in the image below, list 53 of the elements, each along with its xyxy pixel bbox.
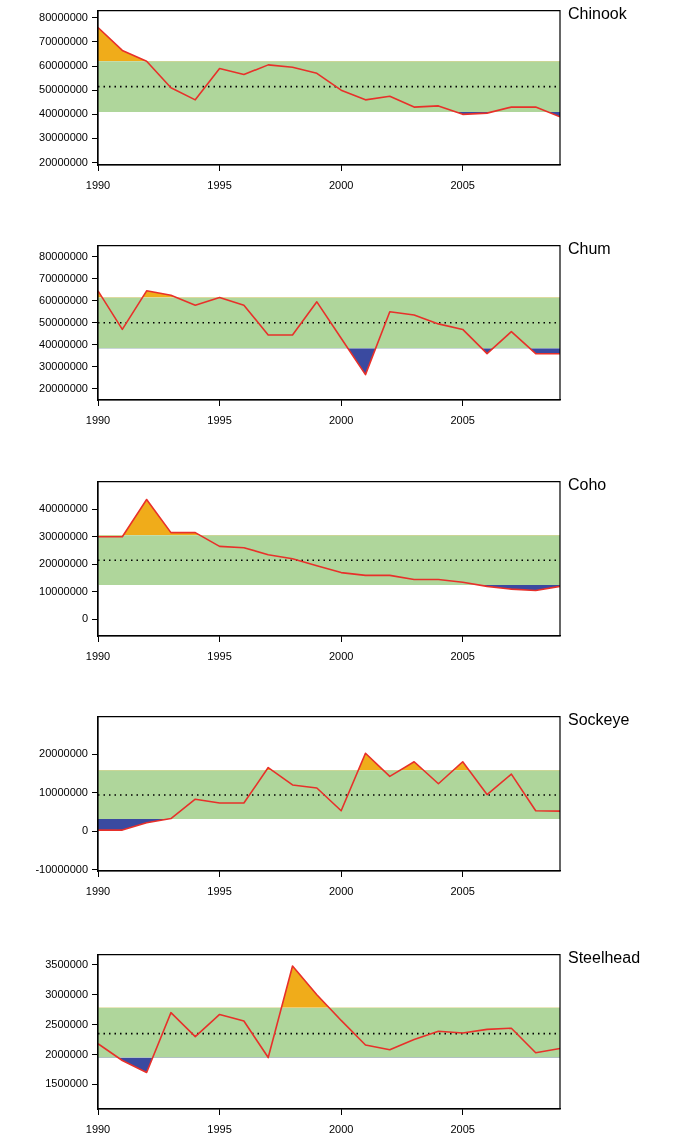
- x-tick-label: 2000: [328, 178, 354, 191]
- y-tick-label: -10000000: [35, 862, 88, 875]
- x-tick-label: 1990: [85, 413, 111, 426]
- y-tick-label: 80000000: [39, 249, 88, 262]
- x-tick-label: 2005: [450, 413, 475, 426]
- y-tick-label: 0: [81, 824, 88, 837]
- y-tick-label: 40000000: [39, 107, 88, 120]
- x-tick-label: 2000: [328, 413, 354, 426]
- y-tick-label: 2500000: [45, 1017, 88, 1030]
- x-tick-label: 1990: [85, 178, 111, 191]
- y-tick-label: 40000000: [39, 502, 88, 515]
- y-tick-label: 20000000: [39, 382, 88, 394]
- y-tick-label: 10000000: [39, 584, 88, 597]
- y-tick-label: 2000000: [45, 1047, 88, 1060]
- y-tick-label: 10000000: [39, 785, 88, 798]
- text: Chinook: [568, 5, 628, 23]
- y-tick-label: 80000000: [39, 10, 88, 23]
- x-tick-label: 2005: [450, 649, 475, 662]
- text: Steelhead: [568, 949, 641, 967]
- x-tick-label: 1995: [207, 884, 232, 897]
- x-tick-label: 1995: [207, 1122, 232, 1135]
- x-tick-label: 1990: [85, 649, 111, 662]
- y-tick-label: 3000000: [45, 987, 88, 1000]
- y-tick-label: 20000000: [39, 557, 88, 570]
- y-tick-label: 30000000: [39, 529, 88, 542]
- y-tick-label: 60000000: [39, 293, 88, 306]
- y-tick-label: 0: [81, 612, 88, 625]
- y-tick-label: 50000000: [39, 315, 88, 328]
- x-tick-label: 2005: [450, 178, 475, 191]
- x-tick-label: 2005: [450, 1122, 475, 1135]
- chart-title: Coho: [568, 476, 607, 494]
- x-tick-label: 2000: [328, 1122, 354, 1135]
- y-tick-label: 60000000: [39, 59, 88, 72]
- y-tick-label: 20000000: [39, 747, 88, 760]
- y-tick-label: 30000000: [39, 359, 88, 372]
- x-tick-label: 1995: [207, 413, 232, 426]
- y-tick-label: 40000000: [39, 337, 88, 350]
- text: Sockeye: [568, 711, 630, 729]
- y-tick-label: 1500000: [45, 1077, 88, 1090]
- x-tick-label: 1990: [85, 884, 111, 897]
- chart-title: Chum: [568, 240, 611, 258]
- x-tick-label: 1995: [207, 178, 232, 191]
- y-tick-label: 70000000: [39, 271, 88, 284]
- y-tick-label: 3500000: [45, 957, 88, 970]
- x-tick-label: 2000: [328, 884, 354, 897]
- x-tick-label: 2000: [328, 649, 354, 662]
- x-tick-label: 1990: [85, 1122, 111, 1135]
- y-tick-label: 20000000: [39, 155, 88, 168]
- x-tick-label: 1995: [207, 649, 232, 662]
- x-tick-label: 2005: [450, 884, 475, 897]
- y-tick-label: 50000000: [39, 83, 88, 96]
- y-tick-label: 30000000: [39, 131, 88, 144]
- y-tick-label: 70000000: [39, 34, 88, 47]
